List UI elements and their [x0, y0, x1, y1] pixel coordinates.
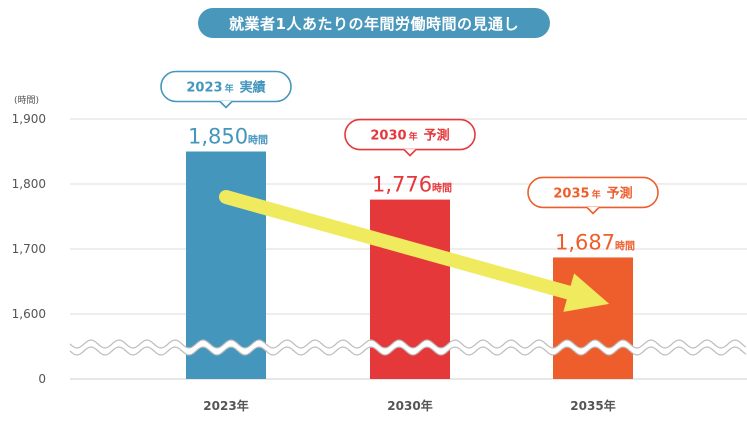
- value-unit-label: 時間: [615, 239, 635, 252]
- callout-kind: 予測: [607, 185, 633, 201]
- callout: 2030 年予測: [344, 118, 476, 157]
- wave-line: [69, 346, 747, 356]
- callout-pointer: [586, 206, 600, 215]
- y-tick-label: 1,700: [12, 242, 46, 256]
- y-tick-label: 1,600: [12, 307, 46, 321]
- trend-arrow: [219, 190, 610, 312]
- y-axis-unit-label: (時間): [14, 95, 39, 106]
- value-labels: 1,850 時間1,776 時間1,687 時間: [188, 125, 635, 255]
- chart-title: 就業者1人あたりの年間労働時間の見通し: [198, 8, 550, 38]
- y-tick-label: 1,800: [12, 177, 46, 191]
- callout-kind: 実績: [240, 80, 266, 96]
- x-tick-label: 2023年: [203, 398, 248, 413]
- arrow-shaft: [219, 190, 576, 300]
- value-label: 1,776: [372, 173, 432, 197]
- callout-label: 2035 年予測: [553, 185, 632, 201]
- x-axis-ticks: 2023年 2030年 2035年: [203, 398, 615, 413]
- y-tick-label: 1,900: [12, 112, 46, 126]
- callout-pointer-fill: [404, 149, 416, 156]
- callout-year-suffix: 年: [409, 131, 418, 143]
- y-tick-label: 0: [38, 372, 46, 386]
- wave-line: [69, 339, 747, 349]
- x-tick-label: 2035年: [570, 398, 615, 413]
- y-axis-ticks: 1,900 1,800 1,700 1,600 0: [12, 112, 46, 386]
- arrow-head: [563, 273, 610, 312]
- callout-pointer-fill: [220, 101, 232, 108]
- callout-year: 2023: [186, 81, 222, 96]
- callout-pointer: [219, 100, 233, 109]
- callout: 2023 年実績: [160, 70, 292, 109]
- callout-kind: 予測: [424, 128, 450, 144]
- value-label: 1,687: [555, 230, 615, 254]
- value-unit-label: 時間: [432, 182, 452, 195]
- callout-year: 2035: [553, 186, 589, 201]
- callout-year: 2030: [370, 129, 406, 144]
- callout-year-suffix: 年: [592, 188, 601, 200]
- callout-pointer-fill: [587, 206, 599, 214]
- callout-label: 2030 年予測: [370, 128, 449, 144]
- x-tick-label: 2030年: [387, 398, 432, 413]
- callout-pointer: [403, 149, 417, 157]
- callout-year-suffix: 年: [225, 83, 234, 95]
- value-label: 1,850: [188, 125, 248, 149]
- bar: [553, 257, 633, 379]
- axis-break-wave: [69, 339, 747, 356]
- callout-label: 2023 年実績: [186, 80, 265, 96]
- callouts: 2023 年実績2030 年予測2035 年予測: [160, 70, 659, 215]
- value-unit-label: 時間: [248, 134, 268, 147]
- wave-fill: [70, 340, 747, 355]
- callout: 2035 年予測: [527, 176, 659, 215]
